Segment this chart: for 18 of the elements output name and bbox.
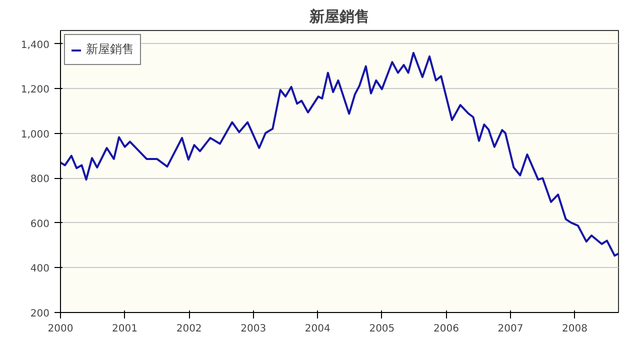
y-tick-label: 1,000 [20,129,50,140]
x-tick-label: 2001 [112,324,138,334]
x-tick-label: 2000 [48,324,74,334]
x-tick-label: 2006 [433,324,459,334]
y-tick-label: 1,400 [20,40,50,51]
legend-label: 新屋銷售 [86,41,134,58]
y-tick-label: 800 [30,174,50,186]
y-tick-label: 1,200 [20,84,50,96]
y-tick-label: 200 [30,308,50,320]
x-tick-label: 2004 [304,324,330,334]
x-tick-label: 2002 [176,324,202,334]
x-tick-label: 2005 [369,324,395,334]
y-tick-label: 600 [30,218,50,230]
x-tick-label: 2003 [240,324,266,334]
chart-title: 新屋銷售 [308,8,370,26]
x-tick-label: 2007 [498,324,524,334]
y-tick-label: 400 [30,264,50,275]
x-tick-label: 2008 [562,324,588,334]
